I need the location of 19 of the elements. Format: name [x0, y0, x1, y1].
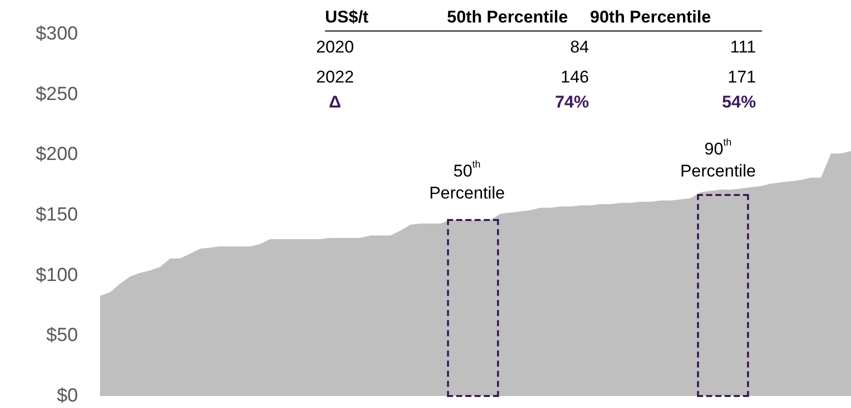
annotation: 54% [722, 92, 756, 112]
y-tick-label: $300 [36, 24, 78, 44]
text: 90th Percentile [590, 8, 711, 26]
annotation: 2022 [316, 68, 354, 86]
y-tick-label: $0 [56, 386, 78, 406]
annotation: Δ [328, 92, 342, 112]
y-tick-label: $150 [36, 204, 78, 226]
annotation: 146 [560, 68, 589, 86]
annotation: 84 [570, 38, 589, 56]
text: 50th Percentile [447, 8, 568, 26]
annotation: 74% [554, 92, 589, 112]
text: US$/t [325, 8, 369, 26]
annotation: 111 [730, 38, 756, 56]
y-tick-label: $200 [36, 144, 78, 166]
annotation: 171 [728, 68, 756, 86]
y-tick-label: $250 [36, 84, 78, 105]
y-tick-label: $100 [36, 264, 78, 286]
y-tick-label: $50 [46, 325, 78, 346]
annotation: 2020 [316, 38, 354, 56]
